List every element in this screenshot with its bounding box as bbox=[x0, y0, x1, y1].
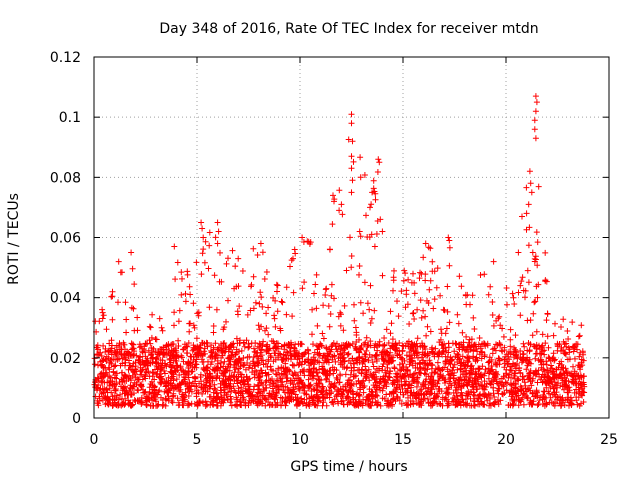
chart-title: Day 348 of 2016, Rate Of TEC Index for r… bbox=[159, 21, 538, 37]
axis-ticks: 0 5 10 15 20 25 0 0.02 0.04 0.06 0.08 0.1 0.12 bbox=[50, 50, 618, 448]
data-points bbox=[91, 93, 588, 409]
y-tick-label: 0.02 bbox=[50, 351, 81, 367]
y-tick-label: 0.06 bbox=[50, 231, 81, 247]
x-tick-label: 10 bbox=[291, 432, 309, 448]
x-axis-label: GPS time / hours bbox=[290, 459, 407, 475]
x-tick-label: 0 bbox=[90, 432, 99, 448]
x-tick-label: 25 bbox=[600, 432, 618, 448]
y-tick-label: 0.08 bbox=[50, 170, 81, 186]
x-tick-label: 5 bbox=[193, 432, 202, 448]
y-tick-label: 0.1 bbox=[59, 110, 81, 126]
scatter-points bbox=[91, 93, 588, 409]
y-axis-label: ROTI / TECUs bbox=[6, 193, 22, 285]
x-tick-label: 20 bbox=[497, 432, 515, 448]
y-tick-label: 0.04 bbox=[50, 291, 81, 307]
y-tick-label: 0 bbox=[72, 411, 81, 427]
y-tick-label: 0.12 bbox=[50, 50, 81, 66]
x-tick-label: 15 bbox=[394, 432, 412, 448]
